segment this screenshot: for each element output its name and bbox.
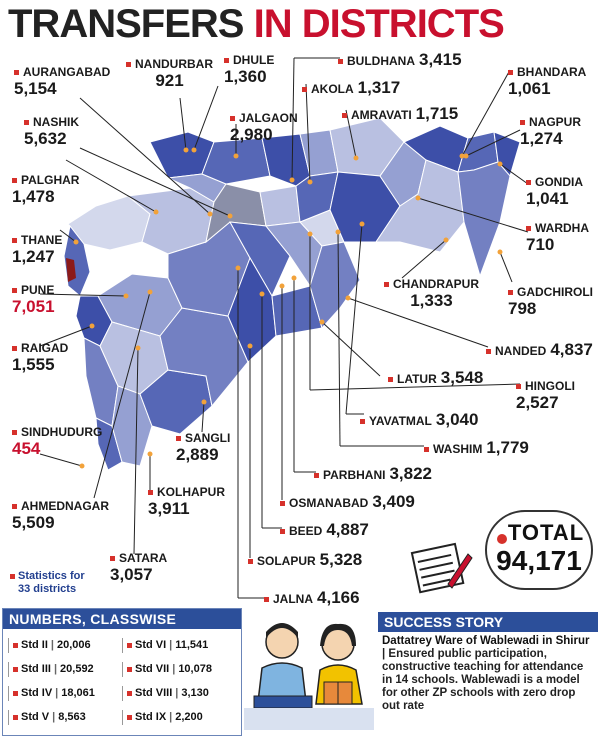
district-label-nagpur: NAGPUR 1,274	[520, 115, 582, 149]
district-label-raigad: RAIGAD 1,555	[12, 341, 69, 375]
district-label-amravati: AMRAVATI 1,715	[342, 104, 458, 123]
page-title: TRANSFERS IN DISTRICTS	[8, 2, 505, 46]
district-label-jalgaon: JALGAON 2,980	[230, 111, 298, 145]
story-lead: Dattatrey Ware of Wablewadi in Shirur	[382, 635, 590, 647]
district-label-beed: BEED 4,887	[280, 520, 369, 539]
district-label-gondia: GONDIA 1,041	[526, 175, 583, 209]
district-regions	[63, 117, 521, 471]
title-part2: IN DISTRICTS	[253, 2, 505, 46]
district-label-gadchiroli: GADCHIROLI 798	[508, 285, 593, 319]
region-gadchiroli	[457, 161, 511, 278]
district-label-solapur: SOLAPUR 5,328	[248, 550, 362, 569]
region-jalgaon	[201, 137, 271, 185]
district-label-bhandara: BHANDARA 1,061	[508, 65, 587, 99]
story-heading: SUCCESS STORY	[378, 612, 598, 632]
statistics-note: Statistics for 33 districts	[10, 570, 85, 596]
classwise-row: Std III | 20,592	[8, 662, 94, 677]
district-label-sindhudurg: SINDHUDURG 454	[12, 425, 103, 459]
students-reading-icon	[244, 616, 374, 730]
title-part1: TRANSFERS	[8, 2, 244, 46]
district-label-nashik: NASHIK 5,632	[24, 115, 80, 149]
district-label-wardha: WARDHA 710	[526, 221, 589, 255]
district-label-latur: LATUR 3,548	[388, 368, 483, 387]
checklist-pad-icon	[410, 542, 473, 594]
district-label-palghar: PALGHAR 1,478	[12, 173, 80, 207]
district-label-akola: AKOLA 1,317	[302, 78, 400, 97]
district-label-yavatmal: YAVATMAL 3,040	[360, 410, 478, 429]
district-label-washim: WASHIM 1,779	[424, 438, 529, 457]
classwise-row: Std IX | 2,200	[122, 710, 203, 725]
district-label-aurangabad: AURANGABAD 5,154	[14, 65, 111, 99]
leader-lines	[39, 57, 529, 599]
district-label-chandrapur: CHANDRAPUR 1,333	[384, 278, 479, 311]
classwise-row: Std II | 20,006	[8, 638, 91, 653]
classwise-panel: NUMBERS, CLASSWISE	[2, 608, 242, 736]
district-label-nanded: NANDED 4,837	[486, 340, 593, 359]
district-label-hingoli: HINGOLI 2,527	[516, 379, 575, 413]
classwise-row: Std VII | 10,078	[122, 662, 212, 677]
district-label-nandurbar: NANDURBAR 921	[126, 58, 213, 91]
region-jalna	[259, 185, 301, 227]
classwise-row: Std VIII | 3,130	[122, 686, 209, 701]
classwise-row: Std V | 8,563	[8, 710, 86, 725]
story-text: Ensured public participation, constructi…	[382, 648, 584, 712]
maharashtra-district-map	[39, 57, 529, 599]
district-label-jalna: JALNA 4,166	[264, 588, 360, 607]
region-beed	[229, 221, 291, 298]
district-label-dhule: DHULE 1,360	[224, 53, 275, 87]
district-label-sangli: SANGLI 2,889	[176, 431, 231, 465]
region-mumbai	[66, 258, 76, 282]
success-story-panel: SUCCESS STORY Dattatrey Ware of Wablewad…	[378, 612, 598, 734]
total-dot	[497, 534, 507, 544]
district-label-kolhapur: KOLHAPUR 3,911	[148, 485, 225, 519]
district-label-parbhani: PARBHANI 3,822	[314, 464, 432, 483]
story-body: Dattatrey Ware of Wablewadi in Shirur | …	[382, 635, 590, 712]
classwise-row: Std IV | 18,061	[8, 686, 95, 701]
classwise-heading: NUMBERS, CLASSWISE	[3, 609, 241, 629]
district-label-osmanabad: OSMANABAD 3,409	[280, 492, 415, 511]
classwise-row: Std VI | 11,541	[122, 638, 208, 653]
total-label: TOTAL	[507, 520, 585, 545]
district-dots	[73, 147, 503, 469]
district-label-thane: THANE 1,247	[12, 233, 63, 267]
total-value: 94,171	[496, 545, 582, 576]
district-label-buldhana: BULDHANA 3,415	[338, 50, 462, 69]
district-label-ahmednagar: AHMEDNAGAR 5,509	[12, 499, 109, 533]
district-label-pune: PUNE 7,051	[12, 283, 55, 317]
total-badge: TOTAL 94,171	[485, 510, 593, 590]
district-label-satara: SATARA 3,057	[110, 551, 168, 585]
